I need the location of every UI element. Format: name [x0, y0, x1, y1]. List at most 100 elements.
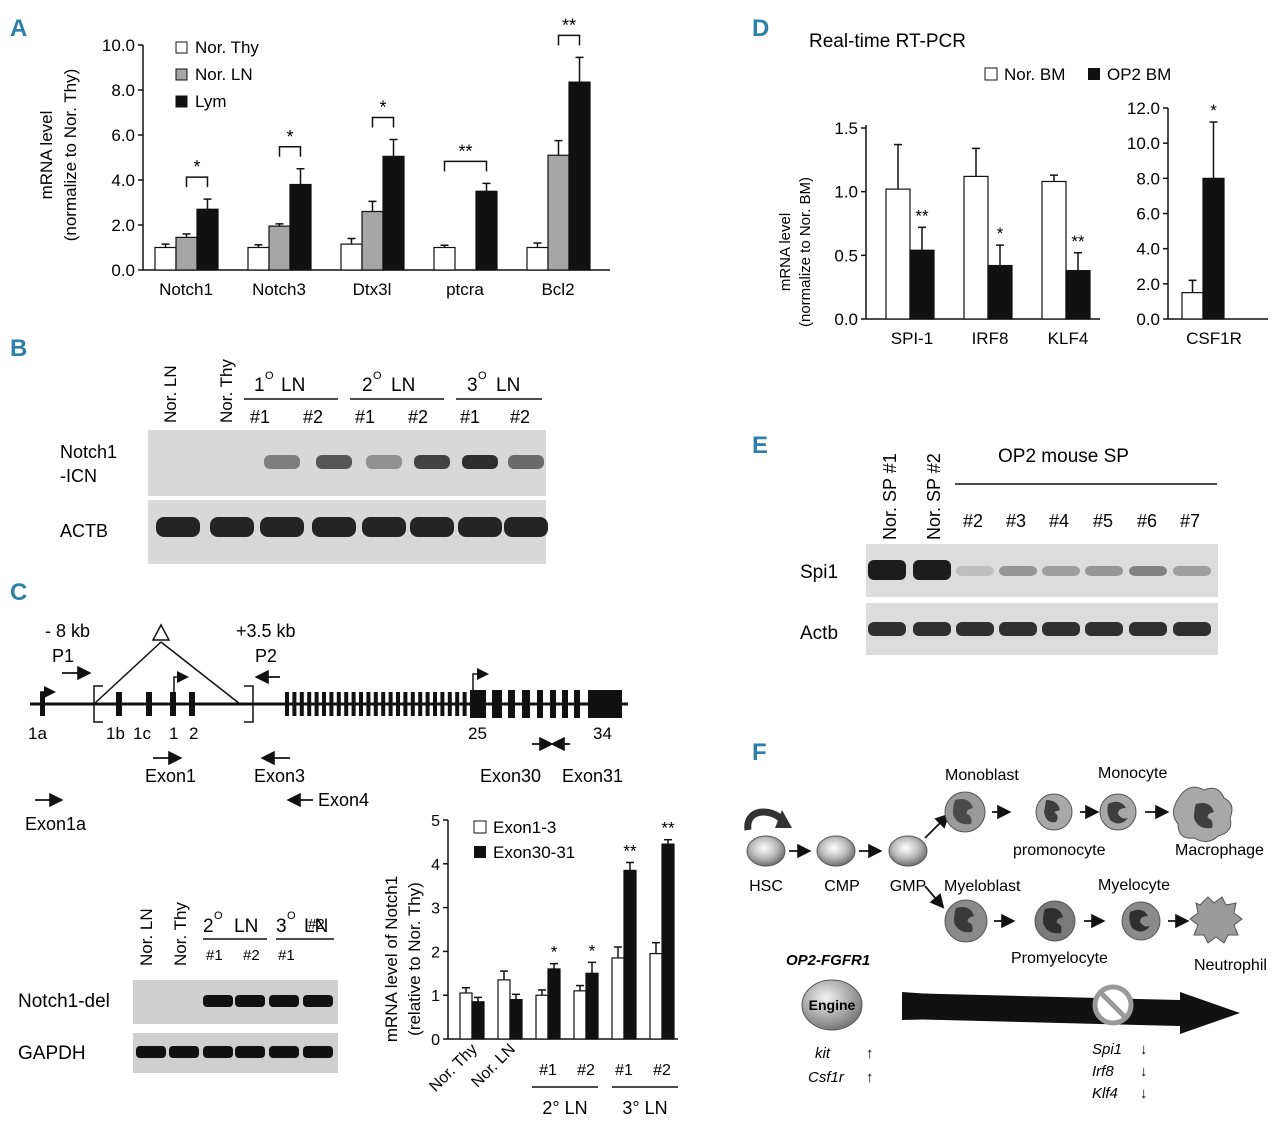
- gel-band-gapdh-6: [303, 1046, 333, 1058]
- primer-exon3: Exon3: [254, 766, 305, 786]
- ytick-label-6-0: 6.0: [111, 126, 135, 145]
- sig-2-5: **: [661, 819, 675, 838]
- ytick-label-1-0: 1.0: [834, 183, 858, 202]
- sig-1-4: **: [623, 841, 637, 860]
- row-label-icn: -ICN: [60, 466, 97, 486]
- xlabel-irf8-1: IRF8: [972, 329, 1009, 348]
- arrow-gmp-mono: [924, 813, 950, 839]
- bar-bcl2-nor-ln-4: [547, 154, 570, 271]
- bar-irf8-op2-bm-1: [987, 264, 1013, 320]
- ytick-label-5: 5: [431, 813, 440, 830]
- bar-dtx3l-lym-2: [382, 155, 405, 271]
- panel-a-yticks: 0.0 2.0 4.0 6.0 8.0 10.0: [102, 36, 143, 280]
- ytick-label-2-0: 2.0: [111, 216, 135, 235]
- ytick-label-0-5: 0.5: [834, 246, 858, 265]
- bar-csf1r-nor-bm-0: [1181, 292, 1204, 320]
- arrow-up-kit-icon: ↑: [866, 1045, 874, 1062]
- panel-b-bands: [156, 455, 548, 537]
- bar-notch1-nor-ln-0: [175, 236, 198, 271]
- self-renewal-arrowhead: [775, 810, 792, 828]
- sig-dtx3l: *: [379, 98, 386, 118]
- legend-swatch-nor-bm: [984, 67, 998, 81]
- label-macrophage: Macrophage: [1175, 842, 1264, 859]
- legend-swatch-op2-bm: [1088, 68, 1100, 80]
- band-spi1-lane-6: [1085, 566, 1123, 576]
- bar-bcl2-lym-4: [568, 81, 591, 271]
- legend-op2-bm: OP2 BM: [1107, 65, 1171, 84]
- primer-exon4: Exon4: [318, 790, 369, 810]
- panel-c-ylabel-1: mRNA level of Notch1: [382, 876, 401, 1042]
- bar-spi-1-nor-bm-0: [885, 188, 911, 320]
- e-sample-4: #4: [1049, 511, 1069, 531]
- gel-band-notch1-del-6: [303, 995, 333, 1007]
- gel-lane-nor-thy: Nor. Thy: [171, 902, 190, 966]
- group-2-sup: O: [373, 370, 382, 382]
- sig-bracket-notch3: [278, 146, 302, 157]
- panel-letter-b: B: [10, 335, 27, 362]
- band-icn-lane-6: [414, 455, 450, 469]
- gel-sample-2: #2: [243, 947, 260, 964]
- bar-notch3-nor-ln-1: [268, 225, 291, 271]
- band-spi1-lane-5: [1042, 566, 1080, 576]
- legend-swatch-exon1-3: [473, 820, 487, 834]
- legend-swatch-exon30-31: [474, 846, 486, 858]
- band-icn-lane-8: [508, 455, 544, 469]
- panel-d-chart: Real-time RT-PCR Nor. BM OP2 BM mRNA lev…: [777, 31, 1268, 348]
- panel-letter-d: D: [752, 15, 769, 42]
- sig-spi-1-0: **: [915, 206, 929, 225]
- exon-box-mid-19: [425, 692, 430, 716]
- sample-5: #1: [460, 407, 480, 427]
- gene-down-irf8: Irf8: [1092, 1063, 1114, 1080]
- bar-klf4-nor-bm-2: [1041, 180, 1067, 320]
- label-neutrophil: Neutrophil: [1194, 957, 1267, 974]
- primer-exon1a: Exon1a: [25, 814, 87, 834]
- exon-box-mid-7: [336, 692, 341, 716]
- ytick-label-1: 1: [431, 988, 440, 1005]
- panel-c-bars: * *****: [459, 819, 675, 1040]
- bar-nor-thy-exon30-31-0: [471, 1001, 485, 1040]
- legend-swatch-nor-thy: [175, 41, 188, 54]
- exon-box-2: [146, 692, 152, 716]
- gel-band-gapdh-1: [136, 1046, 166, 1058]
- band-actb-e-lane-2: [913, 622, 951, 636]
- exon-box-mid-12: [373, 692, 378, 716]
- gel-row-notch1-del: Notch1-del: [18, 991, 110, 1012]
- bar-dtx3l-nor-ln-2: [361, 210, 384, 271]
- band-actb-e-lane-3: [956, 622, 994, 636]
- band-actb-e-lane-1: [868, 622, 906, 636]
- e-sample-3: #3: [1006, 511, 1026, 531]
- sig-2-3: *: [589, 941, 596, 960]
- label-cmp: CMP: [824, 878, 860, 895]
- exon-box-mid-17: [410, 692, 415, 716]
- deletion-line-left: [93, 641, 162, 705]
- sig-1-2: *: [551, 943, 558, 962]
- xlabel-klf4-2: KLF4: [1048, 329, 1089, 348]
- panel-a-ylabel-1: mRNA level: [37, 111, 56, 200]
- lane-nor-sp-1: Nor. SP #1: [880, 453, 900, 540]
- band-icn-lane-4: [316, 455, 352, 469]
- sample-3: #1: [355, 407, 375, 427]
- sample-4: #2: [408, 407, 428, 427]
- e-sample-2: #2: [963, 511, 983, 531]
- gene-down-spi1: Spi1: [1092, 1041, 1122, 1058]
- gel-band-gapdh-3: [203, 1046, 233, 1058]
- gel-band-gapdh-4: [235, 1046, 265, 1058]
- ytick-label-1-5: 1.5: [834, 119, 858, 138]
- exon-box-end-0: [470, 690, 486, 718]
- panel-d-yticks-right: 0.0 2.0 4.0 6.0 8.0 10.0 12.0: [1127, 99, 1168, 329]
- ytick-label-4: 4: [431, 857, 440, 874]
- row-label-actb: ACTB: [60, 521, 108, 541]
- band-actb-lane-6: [410, 517, 454, 537]
- lane-nor-sp-2: Nor. SP #2: [924, 453, 944, 540]
- group-1-num: 1: [254, 375, 265, 396]
- label-monocyte: Monocyte: [1098, 765, 1167, 782]
- label-hsc: HSC: [749, 878, 783, 895]
- panel-letter-a: A: [10, 15, 27, 42]
- lane-nor-thy: Nor. Thy: [217, 359, 236, 423]
- exon-box-mid-3: [307, 692, 312, 716]
- bar-nor-thy-exon1-3-0: [459, 992, 473, 1040]
- exon-box-mid-10: [359, 692, 363, 716]
- band-icn-lane-3: [264, 455, 300, 469]
- bar-dtx3l-nor-thy-2: [340, 243, 363, 271]
- sample-6: #2: [510, 407, 530, 427]
